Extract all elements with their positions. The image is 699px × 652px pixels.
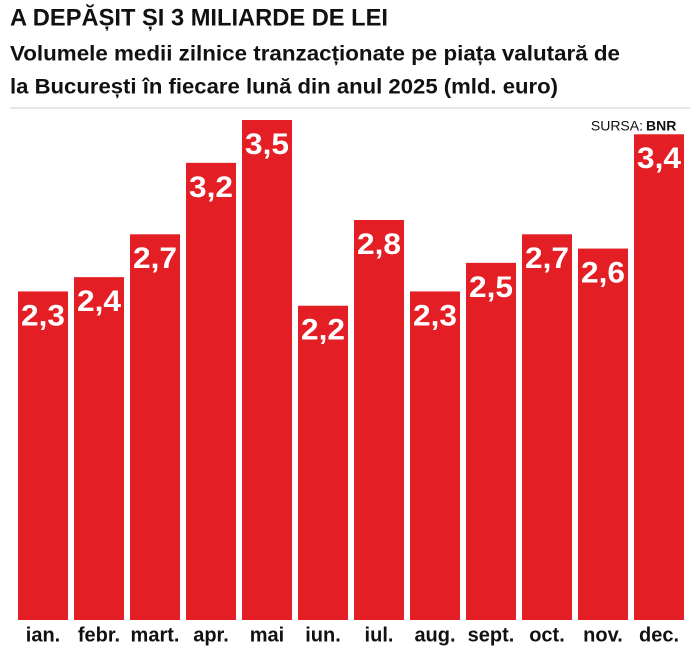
bar [522,234,572,621]
bar [410,291,460,620]
value-label: 2,2 [301,314,345,347]
bar [298,305,348,620]
value-label: 2,4 [77,285,121,318]
value-label: 2,5 [469,271,513,304]
bar [18,291,68,620]
x-tick-label: mart. [131,624,180,646]
x-tick-label: ian. [26,624,60,646]
chart-subtitle: la București în fiecare lună din anul 20… [10,76,558,99]
value-label: 3,2 [189,171,233,204]
value-label: 3,4 [637,142,681,175]
x-tick-label: nov. [583,624,623,646]
chart-title: A DEPĂȘIT ȘI 3 MILIARDE DE LEI [10,3,388,31]
x-tick-label: febr. [78,624,120,646]
bar [354,220,404,620]
bar [466,262,516,620]
value-label: 2,7 [525,242,569,275]
x-tick-label: iun. [305,624,341,646]
value-label: 3,5 [245,128,289,161]
x-tick-label: oct. [529,624,565,646]
chart-subtitle: Volumele medii zilnice tranzacționate pe… [10,43,620,66]
bar [130,234,180,621]
value-label: 2,6 [581,256,625,289]
bar [578,248,628,621]
bar [74,277,124,620]
value-label: 2,7 [133,242,177,275]
bar [186,162,236,620]
source-label: SURSA: [591,118,643,134]
x-tick-label: sept. [468,624,515,646]
x-tick-label: iul. [365,624,394,646]
x-tick-label: dec. [639,624,679,646]
bar [634,134,684,621]
x-tick-label: aug. [414,624,455,646]
x-tick-label: mai [250,624,284,646]
value-label: 2,3 [413,299,457,332]
source: BNR [646,118,676,134]
value-label: 2,3 [21,299,65,332]
x-tick-label: apr. [193,624,229,646]
bar [242,120,292,620]
value-label: 2,8 [357,228,401,261]
